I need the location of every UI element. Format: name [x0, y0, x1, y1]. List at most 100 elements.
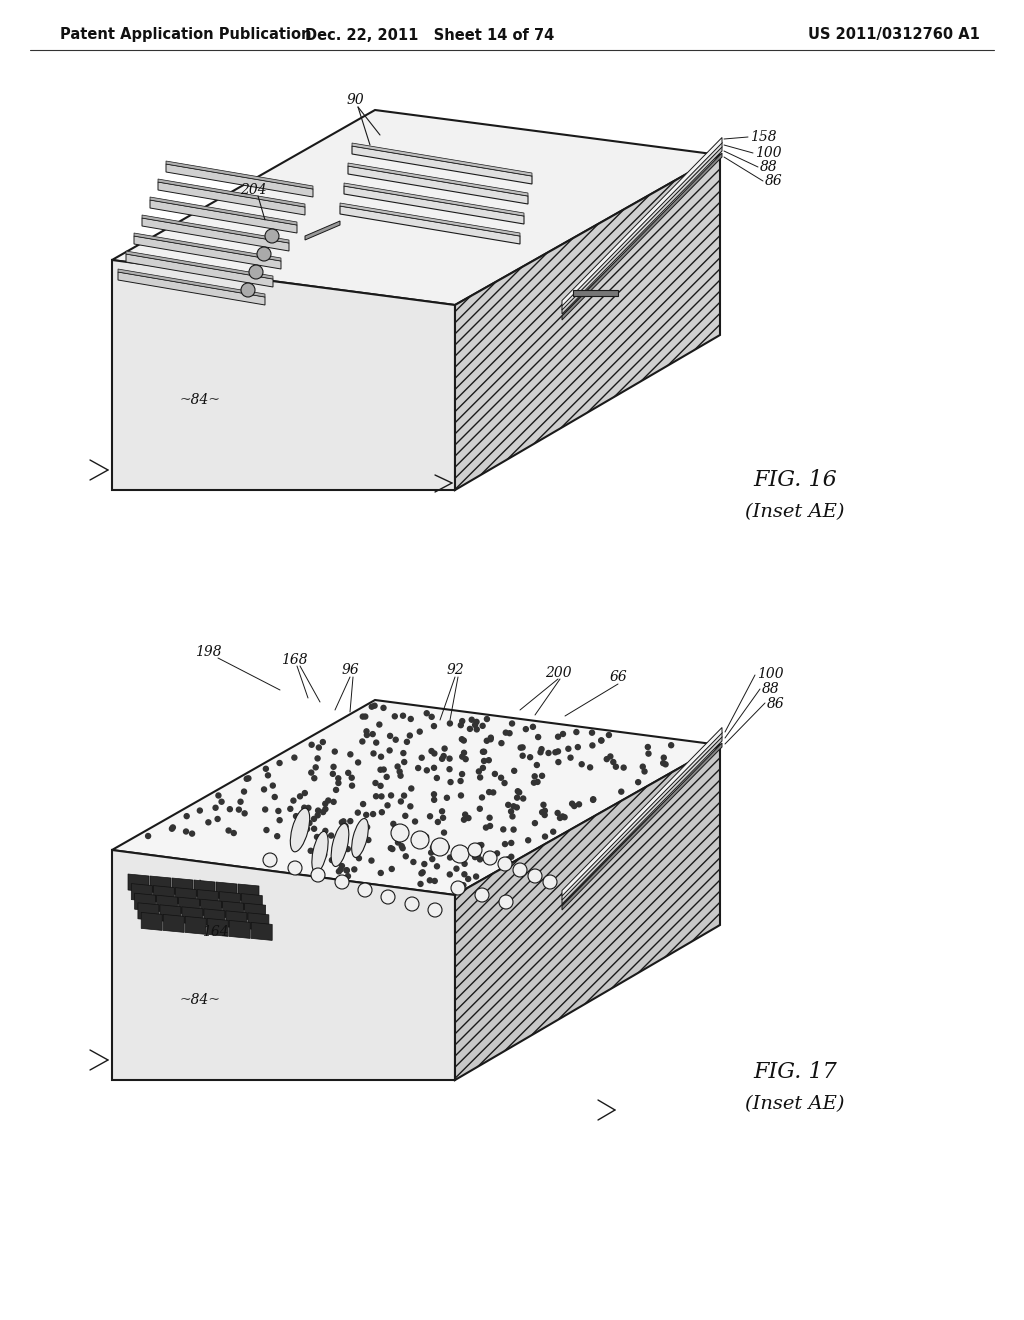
Circle shape: [459, 722, 463, 727]
Circle shape: [669, 743, 674, 747]
Circle shape: [393, 738, 398, 742]
Circle shape: [400, 751, 406, 755]
Polygon shape: [562, 743, 722, 909]
Circle shape: [435, 820, 440, 825]
Circle shape: [664, 762, 668, 767]
Circle shape: [444, 845, 450, 850]
Polygon shape: [158, 182, 305, 215]
Circle shape: [329, 833, 334, 838]
Polygon shape: [118, 272, 265, 305]
Circle shape: [514, 805, 519, 810]
Circle shape: [430, 845, 435, 850]
Circle shape: [557, 816, 562, 821]
Circle shape: [401, 793, 407, 799]
Polygon shape: [352, 147, 532, 183]
Circle shape: [577, 801, 582, 807]
Circle shape: [608, 754, 612, 759]
Circle shape: [413, 818, 418, 824]
Circle shape: [183, 829, 188, 834]
Circle shape: [314, 834, 319, 840]
Circle shape: [374, 741, 379, 744]
Circle shape: [424, 768, 429, 772]
Circle shape: [551, 829, 556, 834]
Circle shape: [288, 807, 293, 812]
Text: 86: 86: [765, 174, 782, 187]
Circle shape: [538, 750, 543, 755]
Circle shape: [330, 858, 335, 862]
Polygon shape: [207, 919, 228, 936]
Circle shape: [431, 838, 449, 855]
Circle shape: [435, 843, 440, 849]
Circle shape: [468, 843, 482, 857]
Circle shape: [535, 779, 540, 784]
Circle shape: [430, 857, 435, 862]
Circle shape: [604, 756, 609, 762]
Polygon shape: [340, 206, 520, 244]
Text: (Inset AE): (Inset AE): [745, 1096, 845, 1113]
Circle shape: [660, 760, 666, 766]
Circle shape: [385, 803, 390, 808]
Circle shape: [434, 863, 439, 869]
Circle shape: [483, 851, 497, 865]
Circle shape: [393, 829, 397, 834]
Circle shape: [311, 816, 316, 821]
Circle shape: [501, 826, 506, 832]
Circle shape: [463, 756, 468, 762]
Polygon shape: [562, 137, 722, 306]
Circle shape: [215, 817, 220, 821]
Circle shape: [447, 873, 453, 876]
Circle shape: [355, 810, 360, 816]
Circle shape: [331, 800, 336, 804]
Circle shape: [432, 878, 437, 883]
Circle shape: [238, 799, 243, 804]
Circle shape: [515, 789, 520, 793]
Circle shape: [428, 903, 442, 917]
Text: Dec. 22, 2011   Sheet 14 of 74: Dec. 22, 2011 Sheet 14 of 74: [305, 28, 555, 42]
Circle shape: [323, 829, 328, 833]
Circle shape: [461, 738, 466, 743]
Polygon shape: [134, 234, 281, 261]
Polygon shape: [305, 220, 340, 240]
Circle shape: [219, 799, 224, 804]
Circle shape: [364, 729, 369, 734]
Polygon shape: [562, 737, 722, 904]
Circle shape: [532, 774, 538, 779]
Circle shape: [242, 789, 247, 795]
Text: 86: 86: [767, 697, 784, 711]
Circle shape: [409, 785, 414, 791]
Polygon shape: [344, 186, 524, 224]
Circle shape: [403, 854, 409, 859]
Circle shape: [299, 828, 303, 833]
Circle shape: [308, 849, 313, 853]
Circle shape: [429, 714, 434, 719]
Text: 164: 164: [202, 925, 228, 939]
Circle shape: [523, 726, 528, 731]
Polygon shape: [157, 895, 177, 913]
Polygon shape: [172, 878, 193, 896]
Circle shape: [599, 738, 604, 743]
Circle shape: [270, 783, 275, 788]
Polygon shape: [112, 850, 455, 1080]
Text: 92: 92: [446, 663, 464, 677]
Circle shape: [509, 809, 514, 814]
Circle shape: [474, 719, 479, 725]
Circle shape: [527, 755, 532, 760]
Circle shape: [345, 846, 350, 851]
Text: 168: 168: [281, 653, 307, 667]
Circle shape: [313, 764, 318, 770]
Circle shape: [642, 770, 647, 774]
Polygon shape: [134, 894, 156, 911]
Circle shape: [346, 771, 351, 775]
Circle shape: [520, 754, 525, 758]
Circle shape: [323, 807, 328, 812]
Circle shape: [353, 845, 358, 850]
Circle shape: [622, 766, 626, 770]
Circle shape: [428, 813, 432, 818]
Circle shape: [398, 774, 403, 779]
Circle shape: [531, 780, 537, 785]
Circle shape: [263, 767, 268, 771]
Circle shape: [562, 814, 567, 820]
Circle shape: [384, 775, 389, 779]
Text: US 2011/0312760 A1: US 2011/0312760 A1: [808, 28, 980, 42]
Circle shape: [365, 825, 370, 830]
